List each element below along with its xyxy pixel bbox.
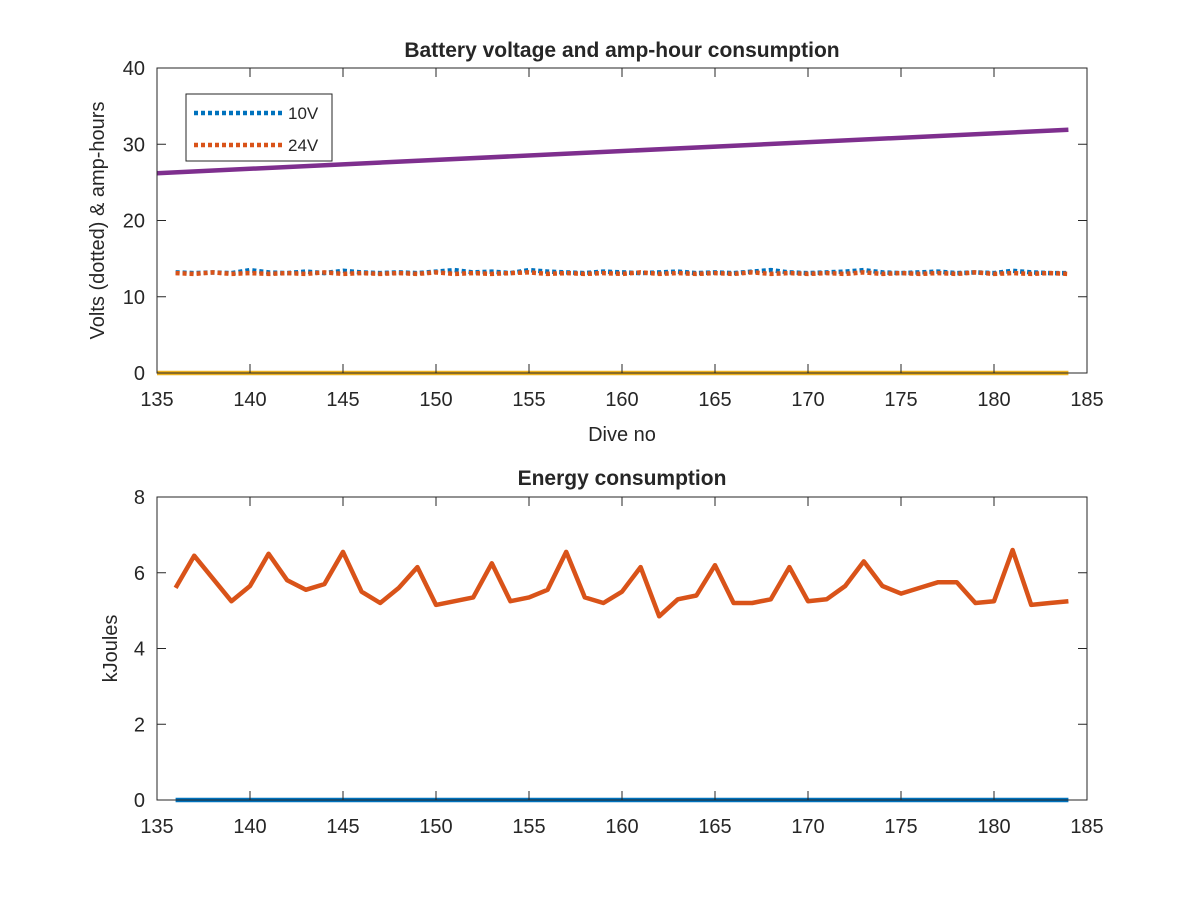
x-tick-label: 135 bbox=[140, 389, 173, 411]
voltage-x-axis-label: Dive no bbox=[588, 424, 656, 446]
x-tick-label: 170 bbox=[791, 389, 824, 411]
x-tick-label: 165 bbox=[698, 389, 731, 411]
voltage-ticks-layer: 135 140 145 150 155 160 165 170 175 180 185 0 10 20 30… bbox=[123, 58, 1104, 411]
x-tick-label: 140 bbox=[233, 816, 266, 838]
x-tick-label: 175 bbox=[884, 389, 917, 411]
y-tick-label: 30 bbox=[123, 134, 145, 156]
x-tick-label: 150 bbox=[419, 389, 452, 411]
energy-y-axis-label: kJoules bbox=[100, 615, 122, 683]
x-tick-label: 150 bbox=[419, 816, 452, 838]
energy-axes: 135 140 145 150 155 160 165 170 175 180 185 0 2 4 6 8 E… bbox=[100, 467, 1104, 838]
voltage-chart-title: Battery voltage and amp-hour consumption bbox=[404, 39, 839, 62]
voltage-y-axis-label: Volts (dotted) & amp-hours bbox=[87, 102, 109, 340]
x-tick-label: 160 bbox=[605, 389, 638, 411]
y-tick-label: 0 bbox=[134, 363, 145, 385]
x-tick-label: 185 bbox=[1070, 816, 1103, 838]
series-line-0-2 bbox=[156, 127, 1069, 176]
x-tick-label: 165 bbox=[698, 816, 731, 838]
x-tick-label: 180 bbox=[977, 816, 1010, 838]
y-tick-label: 0 bbox=[134, 790, 145, 812]
x-tick-label: 155 bbox=[512, 816, 545, 838]
series-line-24v bbox=[175, 270, 1069, 277]
y-tick-label: 8 bbox=[134, 487, 145, 509]
voltage-legend: 10V 24V bbox=[185, 93, 333, 162]
voltage-axes: 135 140 145 150 155 160 165 170 175 180 185 0 10 20 30… bbox=[87, 39, 1104, 446]
y-tick-label: 4 bbox=[134, 639, 145, 661]
y-tick-label: 10 bbox=[123, 287, 145, 309]
legend-label-24v: 24V bbox=[288, 136, 319, 155]
x-tick-label: 135 bbox=[140, 816, 173, 838]
x-tick-label: 145 bbox=[326, 816, 359, 838]
x-tick-label: 155 bbox=[512, 389, 545, 411]
y-tick-label: 40 bbox=[123, 58, 145, 80]
x-tick-label: 175 bbox=[884, 816, 917, 838]
x-tick-label: 170 bbox=[791, 816, 824, 838]
y-tick-label: 20 bbox=[123, 211, 145, 233]
y-tick-label: 2 bbox=[134, 714, 145, 736]
x-tick-label: 185 bbox=[1070, 389, 1103, 411]
x-tick-label: 145 bbox=[326, 389, 359, 411]
energy-ticks-layer: 135 140 145 150 155 160 165 170 175 180 185 0 2 4 6 8 bbox=[134, 487, 1104, 838]
series-line-1-0 bbox=[173, 547, 1069, 619]
x-tick-label: 160 bbox=[605, 816, 638, 838]
energy-chart-title: Energy consumption bbox=[518, 467, 727, 490]
legend-box bbox=[185, 93, 333, 162]
y-tick-label: 6 bbox=[134, 563, 145, 585]
energy-plot-area bbox=[157, 497, 1087, 800]
x-tick-label: 180 bbox=[977, 389, 1010, 411]
legend-label-10v: 10V bbox=[288, 104, 319, 123]
x-tick-label: 140 bbox=[233, 389, 266, 411]
